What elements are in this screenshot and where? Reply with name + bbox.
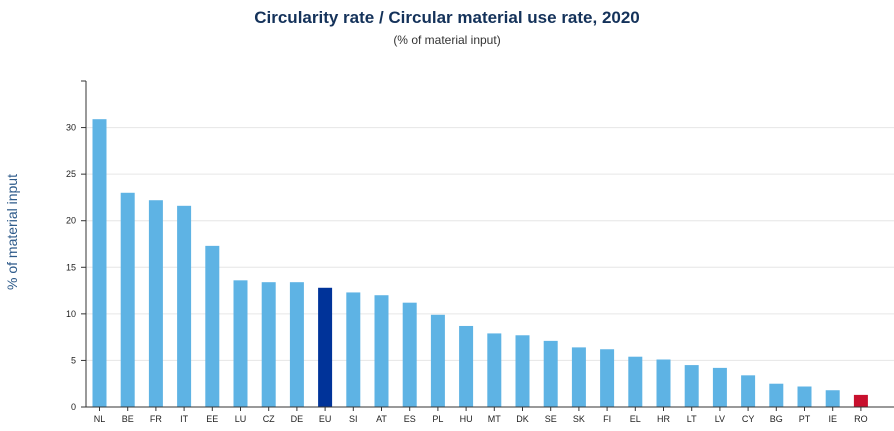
- x-tick-label: SI: [349, 414, 358, 424]
- bar-pt: [797, 386, 812, 407]
- x-tick-label: DK: [516, 414, 529, 424]
- bar-at: [374, 295, 389, 407]
- x-tick-label: PL: [432, 414, 443, 424]
- bar-cy: [741, 375, 756, 407]
- y-tick-label: 10: [66, 309, 76, 319]
- x-tick-label: SE: [545, 414, 557, 424]
- x-tick-label: BE: [122, 414, 134, 424]
- x-tick-label: LT: [687, 414, 697, 424]
- bar-ee: [205, 245, 220, 407]
- x-axis-labels: NL BE FR IT EE LU CZ DE EU SI AT ES PL HU MT DK SE SK FI EL…: [94, 407, 868, 424]
- bar-el: [628, 356, 643, 407]
- bar-se: [543, 340, 558, 407]
- x-tick-label: EU: [319, 414, 332, 424]
- x-tick-label: CZ: [263, 414, 275, 424]
- chart-subtitle: (% of material input): [393, 33, 501, 47]
- x-tick-label: LV: [715, 414, 725, 424]
- bar-de: [289, 282, 304, 407]
- x-tick-label: PT: [799, 414, 811, 424]
- bar-es: [402, 302, 417, 407]
- x-tick-label: BG: [770, 414, 783, 424]
- bar-fi: [600, 349, 615, 407]
- x-tick-label: NL: [94, 414, 106, 424]
- y-tick-label: 5: [71, 355, 76, 365]
- y-axis-ticks: 0 5 10 15 20 25 30: [66, 123, 86, 412]
- x-tick-label: AT: [376, 414, 387, 424]
- bar-it: [177, 205, 192, 407]
- x-tick-label: HR: [657, 414, 670, 424]
- x-tick-label: RO: [854, 414, 868, 424]
- x-tick-label: IT: [180, 414, 189, 424]
- bar-dk: [515, 335, 530, 407]
- bar-eu: [318, 287, 333, 407]
- bar-series: [92, 119, 868, 407]
- x-tick-label: EL: [630, 414, 641, 424]
- bar-be: [120, 192, 135, 407]
- x-tick-label: SK: [573, 414, 585, 424]
- y-tick-label: 20: [66, 216, 76, 226]
- x-tick-label: IE: [828, 414, 837, 424]
- y-tick-label: 30: [66, 123, 76, 133]
- bar-lv: [712, 367, 727, 407]
- x-tick-label: ES: [404, 414, 416, 424]
- bar-bg: [769, 383, 784, 407]
- bar-hu: [459, 325, 474, 407]
- x-tick-label: LU: [235, 414, 247, 424]
- x-tick-label: CY: [742, 414, 755, 424]
- chart-title: Circularity rate / Circular material use…: [254, 8, 640, 27]
- bar-hr: [656, 359, 671, 407]
- axes: [81, 80, 894, 408]
- bar-lu: [233, 280, 248, 407]
- y-tick-label: 15: [66, 262, 76, 272]
- x-tick-label: FI: [603, 414, 611, 424]
- bar-fr: [148, 200, 163, 407]
- x-tick-label: EE: [206, 414, 218, 424]
- bar-pl: [430, 314, 445, 407]
- bar-si: [346, 292, 361, 407]
- bar-lt: [684, 365, 699, 407]
- bar-ie: [825, 390, 840, 407]
- bar-cz: [261, 282, 276, 407]
- bar-mt: [487, 333, 502, 407]
- y-tick-label: 25: [66, 169, 76, 179]
- bar-ro: [853, 394, 868, 407]
- y-axis-label: % of material input: [4, 174, 20, 290]
- x-tick-label: FR: [150, 414, 162, 424]
- x-tick-label: MT: [488, 414, 501, 424]
- y-tick-label: 0: [71, 402, 76, 412]
- bar-sk: [571, 347, 586, 407]
- x-tick-label: DE: [291, 414, 304, 424]
- bar-nl: [92, 119, 107, 407]
- x-tick-label: HU: [460, 414, 473, 424]
